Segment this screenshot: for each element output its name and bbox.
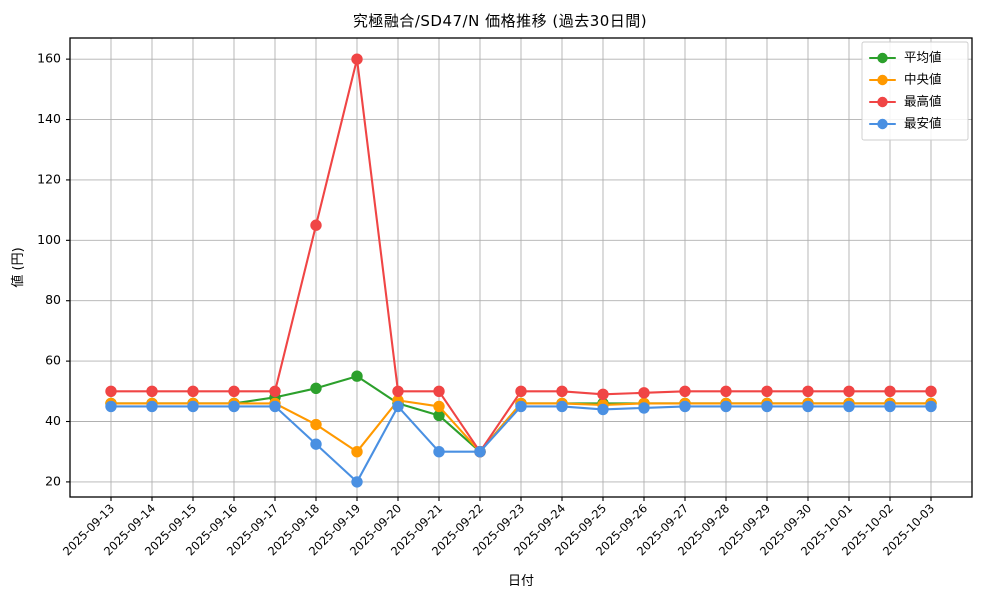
data-point-marker [843, 400, 855, 413]
x-axis-title: 日付 [508, 574, 534, 589]
y-tick-label: 140 [37, 111, 61, 126]
data-point-marker [638, 387, 650, 399]
data-point-marker [597, 403, 609, 416]
legend-item[interactable]: 最安値 [868, 116, 942, 131]
legend-label: 最高値 [904, 94, 942, 109]
data-point-marker [310, 438, 322, 450]
legend-label: 平均値 [904, 50, 942, 65]
data-point-marker [638, 402, 650, 414]
data-point-marker [679, 400, 691, 413]
data-point-marker [146, 400, 158, 413]
legend-swatch-marker [877, 118, 888, 130]
legend-item[interactable]: 最高値 [868, 94, 942, 109]
data-point-marker [884, 385, 896, 398]
data-point-marker [761, 400, 773, 413]
legend-background [861, 41, 969, 141]
data-point-marker [105, 400, 117, 413]
plot-border [69, 37, 973, 498]
y-tick-label: 160 [37, 51, 61, 66]
legend-swatch-marker [877, 52, 888, 64]
data-point-marker [515, 400, 527, 413]
data-point-marker [310, 418, 322, 431]
data-point-marker [556, 385, 568, 398]
gridlines [70, 38, 972, 497]
data-point-marker [146, 385, 158, 398]
data-point-marker [310, 382, 322, 394]
data-point-marker [392, 385, 404, 398]
y-axis-title: 値 (円) [10, 247, 26, 287]
legend-swatch-marker [877, 96, 888, 108]
data-point-marker [597, 388, 609, 401]
data-point-marker [392, 400, 404, 413]
data-point-marker [925, 385, 937, 398]
data-point-marker [433, 446, 445, 458]
y-tick-label: 20 [45, 473, 61, 488]
data-point-marker [269, 400, 281, 413]
legend-swatch-marker [877, 74, 888, 86]
data-point-marker [925, 400, 937, 413]
data-point-marker [105, 385, 117, 398]
y-tick-label: 120 [37, 171, 61, 186]
legend-item[interactable]: 中央値 [868, 72, 942, 87]
data-point-marker [884, 400, 896, 413]
data-point-marker [720, 400, 732, 413]
data-point-marker [187, 385, 199, 398]
data-point-marker [351, 446, 363, 458]
data-point-marker [802, 400, 814, 413]
data-point-marker [433, 400, 445, 413]
axis-titles: 日付 値 (円) [10, 247, 534, 589]
data-point-marker [228, 385, 240, 398]
legend-label: 最安値 [904, 116, 942, 131]
series-4 [105, 400, 937, 488]
y-tick-label: 80 [45, 292, 61, 307]
data-point-marker [556, 400, 568, 413]
data-point-marker [515, 385, 527, 398]
data-point-marker [310, 219, 322, 231]
y-tick-label: 100 [37, 232, 61, 247]
data-point-marker [269, 385, 281, 398]
data-point-marker [474, 446, 486, 458]
y-tick-label: 40 [45, 413, 61, 428]
axes [66, 37, 973, 501]
y-tick-label: 60 [45, 353, 61, 368]
legend-label: 中央値 [904, 72, 942, 87]
data-point-marker [802, 385, 814, 398]
data-point-marker [720, 385, 732, 398]
data-point-marker [351, 370, 363, 382]
data-point-marker [761, 385, 773, 398]
data-point-marker [679, 385, 691, 398]
data-point-marker [351, 476, 363, 488]
data-point-marker [843, 385, 855, 398]
data-point-marker [187, 400, 199, 413]
data-point-marker [228, 400, 240, 413]
chart-title: 究極融合/SD47/N 価格推移 (過去30日間) [352, 12, 648, 30]
data-point-marker [433, 385, 445, 398]
data-series-group [105, 53, 937, 488]
legend-item[interactable]: 平均値 [868, 50, 942, 65]
data-point-marker [351, 53, 363, 65]
